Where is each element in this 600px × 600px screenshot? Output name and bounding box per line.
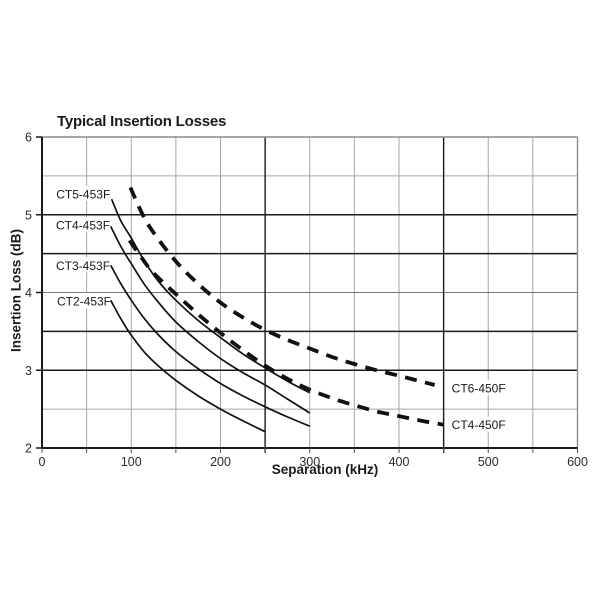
- chart-title: Typical Insertion Losses: [57, 113, 227, 130]
- y-tick-label: 5: [25, 208, 32, 222]
- series-label-bg: [54, 293, 111, 309]
- series-curve-CT5-453F: [110, 198, 311, 394]
- series-label-bg: [54, 185, 110, 201]
- x-tick-label: 300: [299, 455, 320, 469]
- y-tick-label: 6: [25, 131, 32, 145]
- series-label-CT2-453F: CT2-453F: [57, 295, 111, 309]
- y-axis-label: Insertion Loss (dB): [8, 229, 24, 353]
- series-label-CT4-450F: CT4-450F: [452, 418, 506, 432]
- series-label-CT5-453F: CT5-453F: [56, 187, 110, 201]
- series-label-bg: [449, 380, 505, 396]
- y-tick-label: 2: [25, 442, 32, 456]
- series-label-bg: [449, 416, 505, 432]
- y-tick-label: 3: [25, 364, 32, 378]
- series-label-CT3-453F: CT3-453F: [56, 259, 110, 273]
- series-curve-CT2-453F: [109, 299, 266, 433]
- x-tick-label: 200: [210, 455, 231, 469]
- x-tick-label: 0: [39, 455, 46, 469]
- series-label-CT6-450F: CT6-450F: [452, 382, 506, 396]
- series-curve-CT4-453F: [109, 226, 311, 414]
- y-tick-label: 4: [25, 286, 32, 300]
- x-axis-label: Separation (kHz): [271, 462, 379, 477]
- x-tick-label: 500: [478, 455, 499, 469]
- series-label-CT4-453F: CT4-453F: [56, 218, 110, 232]
- series-label-bg: [54, 216, 110, 232]
- series-curve-CT4-450F: [127, 239, 444, 427]
- series-curve-CT6-450F: [128, 186, 436, 387]
- x-tick-label: 100: [121, 455, 142, 469]
- series-curve-CT3-453F: [109, 264, 311, 427]
- series-label-bg: [54, 257, 110, 273]
- x-tick-label: 600: [567, 455, 588, 469]
- x-tick-label: 400: [389, 455, 410, 469]
